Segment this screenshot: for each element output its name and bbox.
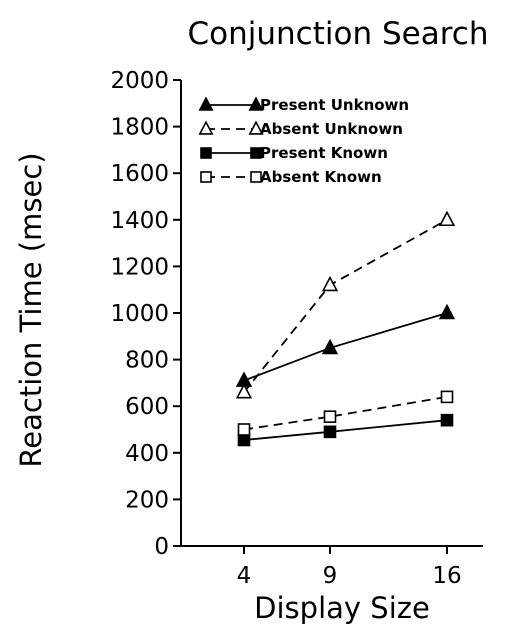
legend-item: Present Known bbox=[200, 144, 388, 162]
y-tick-label: 1400 bbox=[110, 208, 169, 234]
series-present-unknown bbox=[235, 303, 456, 387]
legend-item: Absent Unknown bbox=[198, 120, 403, 138]
x-tick-label: 9 bbox=[323, 563, 338, 589]
legend-marker bbox=[200, 171, 212, 183]
y-tick-label: 1800 bbox=[110, 115, 169, 141]
x-tick-label: 4 bbox=[237, 563, 252, 589]
y-tick-label: 1600 bbox=[110, 161, 169, 187]
y-tick-label: 0 bbox=[154, 534, 169, 560]
legend: Present Unknown Absent Unknown Present Kno… bbox=[198, 96, 409, 186]
data-point bbox=[438, 303, 456, 320]
series-absent-unknown bbox=[235, 210, 456, 399]
data-point bbox=[237, 423, 251, 436]
y-tick-label: 400 bbox=[125, 441, 169, 467]
legend-marker bbox=[198, 96, 214, 111]
series-line bbox=[243, 395, 448, 431]
legend-marker bbox=[248, 120, 264, 135]
legend-marker bbox=[248, 96, 264, 111]
legend-marker bbox=[200, 147, 212, 159]
y-tick-label: 1000 bbox=[110, 301, 169, 327]
y-tick-label: 2000 bbox=[110, 68, 169, 94]
legend-item: Present Unknown bbox=[198, 96, 409, 114]
y-tick-label: 600 bbox=[125, 394, 169, 420]
series-absent-known bbox=[237, 390, 454, 436]
data-point bbox=[440, 390, 454, 404]
legend-item: Absent Known bbox=[200, 168, 382, 186]
y-tick-label: 800 bbox=[125, 348, 169, 374]
data-point bbox=[323, 410, 337, 423]
y-tick-label: 200 bbox=[125, 487, 169, 513]
legend-marker bbox=[250, 147, 262, 159]
legend-label: Present Known bbox=[260, 144, 388, 162]
data-point bbox=[438, 210, 456, 227]
series-group bbox=[235, 210, 456, 447]
legend-marker bbox=[198, 120, 214, 135]
data-point bbox=[235, 383, 253, 399]
x-axis-label: Display Size bbox=[254, 591, 430, 625]
y-axis-label: Reaction Time (msec) bbox=[14, 152, 48, 467]
data-point bbox=[321, 338, 339, 355]
data-point bbox=[440, 413, 454, 427]
data-point bbox=[237, 433, 251, 447]
legend-label: Absent Known bbox=[260, 168, 382, 186]
y-tick-label: 1200 bbox=[110, 254, 169, 280]
series-line bbox=[243, 419, 448, 441]
series-line bbox=[243, 312, 448, 382]
x-tick-label: 16 bbox=[432, 563, 461, 589]
data-point bbox=[323, 425, 337, 439]
series-line bbox=[243, 219, 448, 393]
series-present-known bbox=[237, 413, 454, 447]
legend-label: Absent Unknown bbox=[260, 120, 403, 138]
legend-label: Present Unknown bbox=[260, 96, 409, 114]
axis-ticks: 0 200 400 600 800 1000 1200 1400 1600 1800 2000 4 9 1… bbox=[110, 68, 461, 589]
legend-marker bbox=[250, 171, 262, 183]
chart-title: Conjunction Search bbox=[188, 16, 489, 52]
data-point bbox=[321, 275, 339, 292]
